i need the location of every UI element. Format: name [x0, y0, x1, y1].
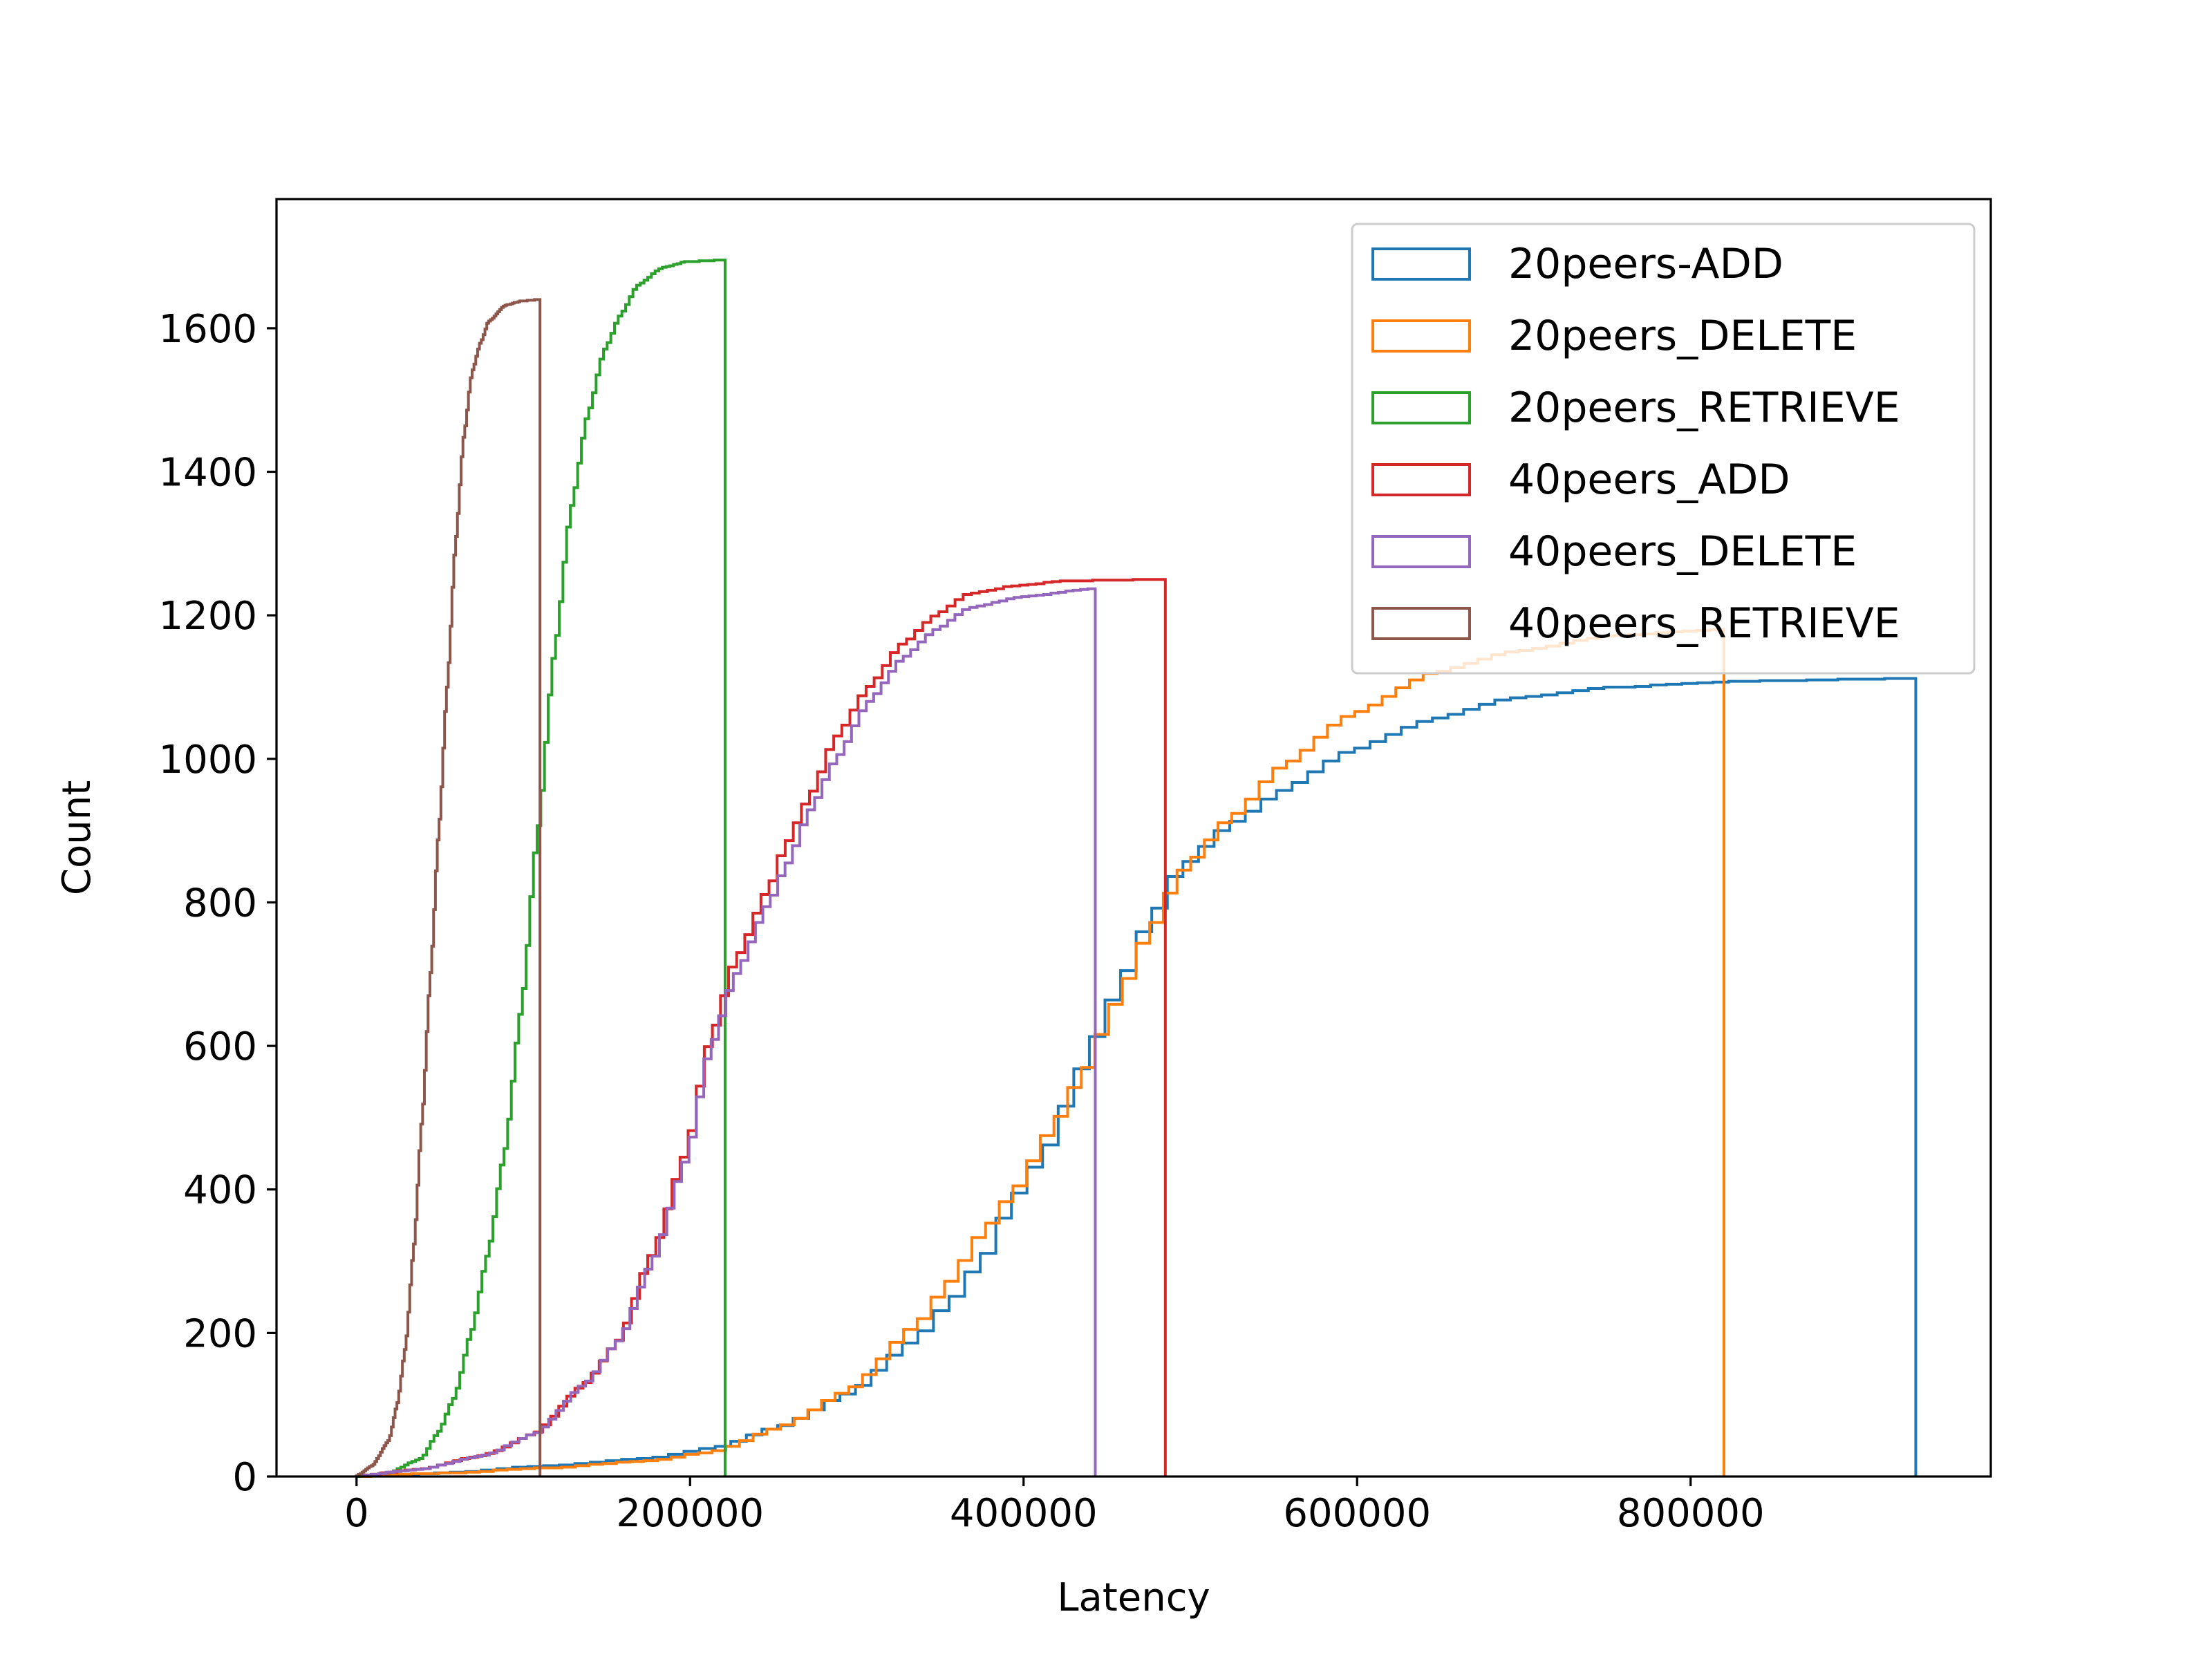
series-line-40peers-delete	[355, 587, 1097, 1477]
x-tick-label: 400000	[950, 1491, 1098, 1536]
y-tick-label: 600	[183, 1024, 257, 1069]
legend-swatch	[1371, 535, 1471, 568]
y-axis-ticks: 0 200 400 600 800 1000 1200 1400 1600	[158, 307, 276, 1500]
x-tick-label: 800000	[1617, 1491, 1765, 1536]
series-line-40peers-retrieve	[355, 298, 542, 1477]
y-tick-label: 800	[183, 881, 257, 926]
y-tick-label: 1600	[158, 307, 257, 352]
series-line-20peers-retrieve	[356, 259, 727, 1478]
x-axis-label: Latency	[1057, 1575, 1210, 1620]
y-axis-label: Count	[55, 780, 100, 895]
legend-label: 20peers_RETRIEVE	[1508, 384, 1900, 432]
legend-swatch	[1371, 607, 1471, 640]
series-line-20peers-add	[355, 677, 1918, 1477]
x-tick-label: 0	[344, 1491, 369, 1536]
legend-swatch	[1371, 247, 1471, 281]
x-tick-label: 600000	[1283, 1491, 1431, 1536]
y-tick-label: 1000	[158, 738, 257, 782]
legend-label: 20peers_DELETE	[1508, 312, 1857, 360]
legend-swatch	[1371, 391, 1471, 424]
y-tick-label: 400	[183, 1168, 257, 1213]
y-tick-label: 1400	[158, 451, 257, 496]
y-tick-label: 200	[183, 1311, 257, 1356]
legend-swatch	[1371, 463, 1471, 496]
legend-label: 40peers_DELETE	[1508, 527, 1857, 576]
x-tick-label: 200000	[616, 1491, 764, 1536]
legend: 20peers-ADD 20peers_DELETE 20peers_RETRIEV…	[1351, 223, 1976, 675]
legend-label: 20peers-ADD	[1508, 240, 1783, 288]
series-layer	[355, 259, 1918, 1478]
x-axis-ticks: 0 200000 400000 600000 800000	[344, 1477, 1765, 1536]
y-tick-label: 0	[232, 1455, 257, 1500]
axes-frame	[275, 198, 1992, 1478]
legend-swatch	[1371, 319, 1471, 353]
legend-frame	[1351, 223, 1976, 675]
y-tick-label: 1200	[158, 594, 257, 639]
legend-label: 40peers_ADD	[1508, 456, 1790, 504]
legend-label: 40peers_RETRIEVE	[1508, 599, 1900, 648]
